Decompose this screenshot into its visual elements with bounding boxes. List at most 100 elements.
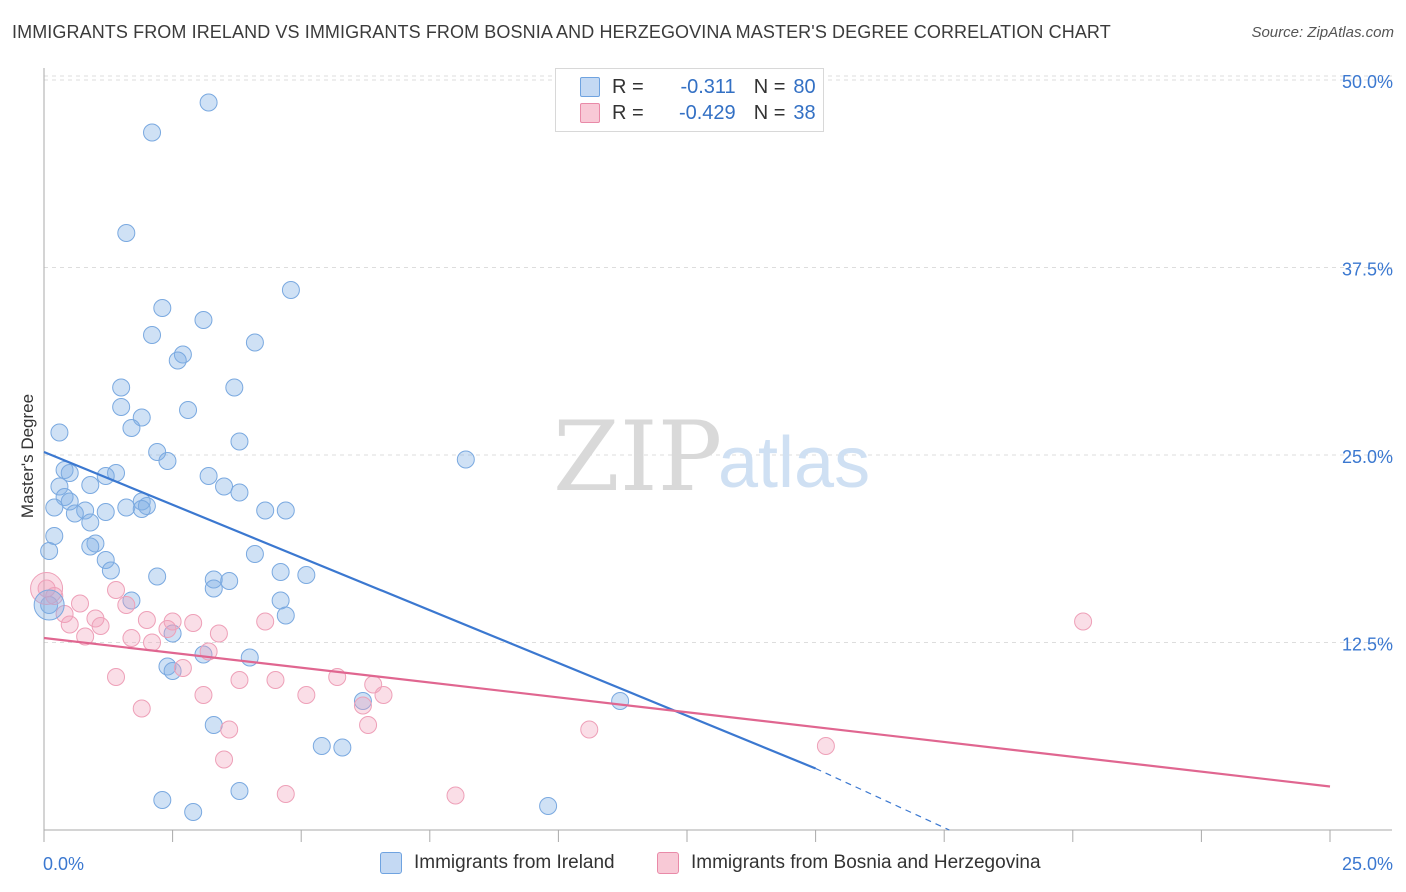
legend-r-value: -0.429 <box>678 101 736 124</box>
series-swatch-ireland <box>380 852 402 874</box>
point-bosnia <box>45 587 64 605</box>
point-ireland <box>312 737 331 755</box>
point-bosnia <box>220 720 239 739</box>
point-bosnia <box>276 785 295 803</box>
source-label: Source: ZipAtlas.com <box>1251 24 1394 41</box>
point-ireland <box>148 567 167 586</box>
point-ireland <box>65 504 84 523</box>
point-ireland <box>148 443 167 461</box>
point-ireland <box>153 299 172 317</box>
x-tick-label: 0.0% <box>43 854 84 874</box>
series-swatch-bosnia <box>657 852 679 874</box>
point-ireland <box>281 281 300 299</box>
legend-r-label: R = <box>612 101 644 124</box>
point-ireland <box>158 452 177 470</box>
point-ireland <box>117 498 136 517</box>
trend-line-ireland <box>43 450 817 770</box>
correlation-legend: R = -0.311 N = 80 R = -0.429 N = 38 <box>555 68 824 132</box>
tick-labels: 12.5% 25.0% 37.5% 50.0% 0.0% 25.0% <box>43 72 1393 874</box>
point-ireland <box>33 589 65 621</box>
legend-swatch-ireland <box>580 77 600 97</box>
data-points <box>30 93 1093 821</box>
point-ireland <box>86 534 105 553</box>
point-ireland <box>81 513 100 532</box>
point-ireland <box>199 93 218 112</box>
y-tick-label: 50.0% <box>1342 72 1393 92</box>
point-bosnia <box>374 686 393 704</box>
point-ireland <box>456 450 475 469</box>
point-bosnia <box>132 699 151 718</box>
trend-line-bosnia <box>43 636 1331 788</box>
x-tick-label: 25.0% <box>1342 854 1393 874</box>
point-ireland <box>96 503 115 521</box>
point-ireland <box>539 797 558 815</box>
legend-n-label: N = <box>753 75 786 98</box>
point-ireland <box>81 537 100 556</box>
point-ireland <box>112 378 131 397</box>
point-bosnia <box>107 581 126 599</box>
point-ireland <box>45 498 64 517</box>
point-bosnia <box>143 633 162 652</box>
point-bosnia <box>194 686 213 704</box>
point-ireland <box>245 545 264 563</box>
point-bosnia <box>91 617 110 635</box>
point-ireland <box>297 566 316 584</box>
point-ireland <box>60 492 79 511</box>
legend-r-value: -0.311 <box>680 75 736 98</box>
point-bosnia <box>173 659 192 677</box>
point-bosnia <box>266 671 285 689</box>
point-ireland <box>276 606 295 625</box>
point-ireland <box>256 501 275 520</box>
point-ireland <box>333 738 352 757</box>
legend-swatch-bosnia <box>580 103 600 123</box>
point-ireland <box>173 345 192 364</box>
point-ireland <box>163 662 182 680</box>
point-ireland <box>611 692 630 710</box>
point-bosnia <box>353 696 372 715</box>
point-bosnia <box>60 615 79 634</box>
point-ireland <box>276 501 295 520</box>
point-ireland <box>199 467 218 485</box>
legend-n-label: N = <box>753 101 786 124</box>
point-ireland <box>81 476 100 494</box>
series-legend-bosnia: Immigrants from Bosnia and Herzegovina <box>657 852 1041 874</box>
point-ireland <box>101 561 120 580</box>
series-label-bosnia: Immigrants from Bosnia and Herzegovina <box>691 852 1041 873</box>
point-bosnia <box>30 572 64 605</box>
point-bosnia <box>122 629 141 647</box>
point-ireland <box>143 123 162 142</box>
point-bosnia <box>580 720 599 739</box>
series-label-ireland: Immigrants from Ireland <box>414 852 615 873</box>
point-ireland <box>60 464 79 482</box>
point-bosnia <box>215 750 234 769</box>
point-ireland <box>271 563 290 581</box>
point-ireland <box>50 423 69 442</box>
point-ireland <box>271 591 290 610</box>
point-ireland <box>225 378 244 397</box>
point-ireland <box>184 803 203 821</box>
watermark-atlas: atlas <box>718 423 870 503</box>
watermark-zip: ZIP <box>553 401 722 513</box>
point-ireland <box>353 692 372 710</box>
point-ireland <box>204 579 223 598</box>
point-bosnia <box>230 671 249 689</box>
axes <box>43 68 1392 842</box>
point-ireland <box>230 483 249 502</box>
point-bosnia <box>1074 612 1093 631</box>
trend-lines <box>43 450 1331 831</box>
point-bosnia <box>816 737 835 755</box>
point-bosnia <box>158 620 177 638</box>
chart-title: IMMIGRANTS FROM IRELAND VS IMMIGRANTS FR… <box>12 22 1111 42</box>
point-bosnia <box>209 624 228 643</box>
point-ireland <box>137 497 156 515</box>
point-bosnia <box>184 614 203 632</box>
point-bosnia <box>117 596 136 614</box>
point-ireland <box>112 398 131 416</box>
series-legend: Immigrants from Ireland Immigrants from … <box>0 852 1406 878</box>
point-ireland <box>40 542 59 560</box>
legend-row-bosnia: R = -0.429 N = 38 <box>580 101 816 125</box>
point-ireland <box>50 477 69 496</box>
point-ireland <box>76 501 95 520</box>
point-ireland <box>230 432 249 451</box>
